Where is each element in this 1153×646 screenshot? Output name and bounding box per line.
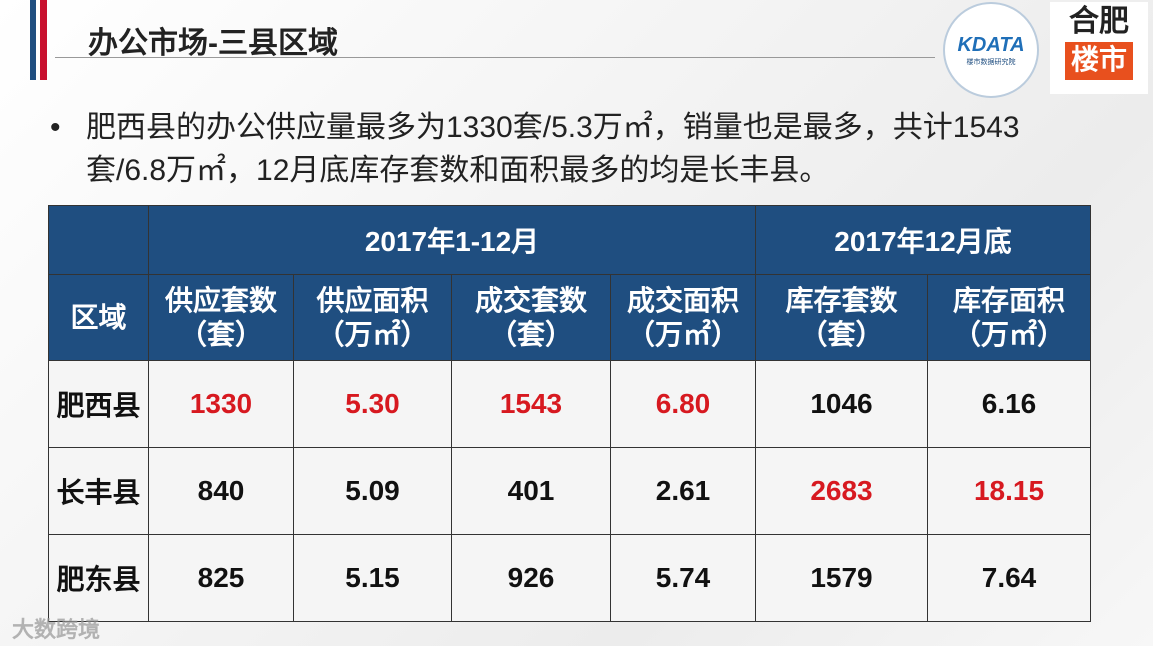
bullet: • 肥西县的办公供应量最多为1330套/5.3万㎡，销量也是最多，共计1543套… [50,106,1040,192]
column-header-line: （套） [488,318,573,350]
table-cell: 7.64 [927,534,1091,622]
bullet-dot: • [50,111,61,144]
column-header-line: 供应套数 [164,284,277,316]
bullet-text: 肥西县的办公供应量最多为1330套/5.3万㎡，销量也是最多，共计1543套/6… [86,111,1020,187]
column-header: 库存面积 （万㎡） [927,274,1091,361]
table-cell: 5.30 [293,360,452,448]
decor-bar [40,0,47,80]
slide-title: 办公市场-三县区域 [88,27,338,60]
watermark: 大数跨境 [12,617,101,642]
data-table: 2017年1-12月 2017年12月底 区域 供应套数 （套） 供应面积 （万㎡） 成交… [48,205,1091,622]
table-cell: 18.15 [927,447,1091,535]
column-header-line: 成交面积 [626,284,739,316]
table-cell: 1579 [755,534,928,622]
table-row: 肥西县 1330 5.30 1543 6.80 1046 6.16 [48,360,1091,448]
table-row: 肥东县 825 5.15 926 5.74 1579 7.64 [48,534,1091,622]
column-header: 成交面积 （万㎡） [610,274,756,361]
group-header: 2017年1-12月 [148,205,756,275]
logo-brand: KDATA [957,34,1025,56]
column-header: 供应套数 （套） [148,274,294,361]
column-header-line: （万㎡） [952,318,1065,350]
table-cell: 5.15 [293,534,452,622]
table-cell: 6.80 [610,360,756,448]
table-cell: 401 [451,447,611,535]
column-header-line: （万㎡） [626,318,739,350]
header-row: 区域 供应套数 （套） 供应面积 （万㎡） 成交套数 （套） 成交面积 （万㎡） 库存套数 （套）库… [48,274,1091,361]
table-cell: 2.61 [610,447,756,535]
column-header-line: 库存面积 [952,284,1065,316]
header-cell [48,205,149,275]
row-header: 肥东县 [48,534,149,622]
logo: 合肥 楼市 [1050,2,1148,94]
table-cell: 926 [451,534,611,622]
table-row: 长丰县 840 5.09 401 2.61 2683 18.15 [48,447,1091,535]
column-header: 区域 [48,274,149,361]
table-cell: 840 [148,447,294,535]
table-cell: 1046 [755,360,928,448]
row-header: 长丰县 [48,447,149,535]
row-header: 肥西县 [48,360,149,448]
table-cell: 5.09 [293,447,452,535]
column-header-line: 库存套数 [785,284,898,316]
logo-text: 楼市 [1064,42,1133,80]
logo-text: 合肥 [1069,5,1129,38]
column-header-line: 成交套数 [474,284,587,316]
logo-subtitle: 楼市数据研究院 [966,59,1016,66]
column-header: 成交套数 （套） [451,274,611,361]
table-cell: 6.16 [927,360,1091,448]
column-header: 库存套数 （套） [755,274,928,361]
title-rule [55,57,935,58]
column-header: 供应面积 （万㎡） [293,274,452,361]
table-cell: 1330 [148,360,294,448]
column-header-line: （万㎡） [316,318,429,350]
column-header-line: 供应面积 [316,284,429,316]
table-cell: 2683 [755,447,928,535]
column-header-line: （套） [799,318,884,350]
table-cell: 5.74 [610,534,756,622]
header-row: 2017年1-12月 2017年12月底 [48,205,1091,275]
table-cell: 825 [148,534,294,622]
logo: KDATA 楼市数据研究院 [943,2,1039,98]
column-header-line: （套） [178,318,263,350]
decor-bar [30,0,36,80]
column-header-line: 区域 [70,301,127,333]
table-cell: 1543 [451,360,611,448]
group-header: 2017年12月底 [755,205,1091,275]
